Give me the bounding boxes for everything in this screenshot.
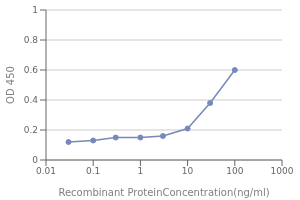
svg-text:10: 10 [182, 166, 194, 176]
svg-text:0.6: 0.6 [24, 65, 39, 75]
svg-text:0.01: 0.01 [36, 166, 56, 176]
svg-text:100: 100 [226, 166, 243, 176]
svg-text:OD 450: OD 450 [8, 66, 16, 104]
svg-text:0.1: 0.1 [86, 166, 100, 176]
svg-text:1: 1 [138, 166, 144, 176]
svg-text:0.4: 0.4 [24, 95, 39, 105]
svg-text:0.2: 0.2 [24, 125, 38, 135]
svg-text:0: 0 [32, 155, 38, 165]
svg-text:0.8: 0.8 [24, 35, 39, 45]
svg-text:1000: 1000 [271, 166, 292, 176]
svg-text:Recombinant ProteinConcentrati: Recombinant ProteinConcentration(ng/ml) [58, 187, 269, 198]
svg-text:1: 1 [32, 5, 38, 15]
